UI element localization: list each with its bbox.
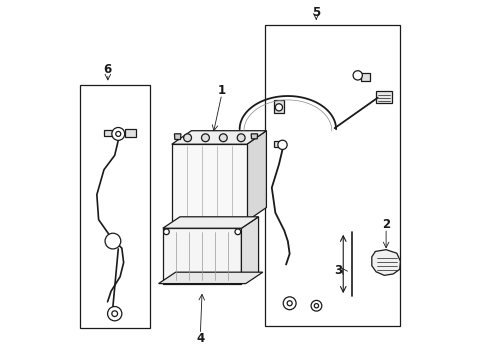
- Polygon shape: [163, 228, 242, 284]
- Polygon shape: [172, 131, 267, 144]
- Circle shape: [201, 134, 209, 142]
- Circle shape: [237, 134, 245, 142]
- Polygon shape: [242, 217, 259, 284]
- Polygon shape: [372, 249, 400, 275]
- Circle shape: [283, 297, 296, 310]
- Polygon shape: [376, 91, 392, 103]
- Circle shape: [311, 300, 322, 311]
- Bar: [265, 24, 400, 327]
- Polygon shape: [159, 272, 263, 284]
- Circle shape: [235, 229, 241, 235]
- Circle shape: [275, 104, 283, 111]
- Text: 2: 2: [382, 218, 390, 231]
- Text: 5: 5: [312, 6, 320, 19]
- Circle shape: [220, 134, 227, 142]
- Polygon shape: [274, 140, 281, 147]
- Circle shape: [112, 127, 125, 140]
- Polygon shape: [251, 134, 258, 139]
- Circle shape: [287, 301, 292, 306]
- Polygon shape: [104, 130, 112, 136]
- Circle shape: [314, 303, 319, 308]
- Bar: [80, 85, 149, 328]
- Polygon shape: [174, 134, 181, 140]
- Polygon shape: [361, 72, 370, 81]
- Circle shape: [164, 229, 169, 235]
- Text: 6: 6: [104, 63, 112, 76]
- Polygon shape: [273, 100, 284, 113]
- Text: 1: 1: [218, 84, 226, 97]
- Circle shape: [353, 71, 363, 80]
- Text: 3: 3: [334, 264, 342, 276]
- Polygon shape: [125, 129, 136, 138]
- Polygon shape: [163, 217, 259, 228]
- Circle shape: [105, 233, 121, 249]
- Polygon shape: [172, 144, 247, 221]
- Circle shape: [278, 140, 287, 149]
- Circle shape: [184, 134, 192, 142]
- Polygon shape: [247, 131, 267, 221]
- Text: 4: 4: [196, 333, 204, 346]
- Circle shape: [108, 306, 122, 321]
